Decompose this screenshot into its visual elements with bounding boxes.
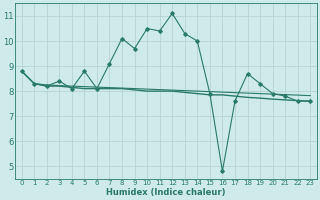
X-axis label: Humidex (Indice chaleur): Humidex (Indice chaleur): [106, 188, 226, 197]
